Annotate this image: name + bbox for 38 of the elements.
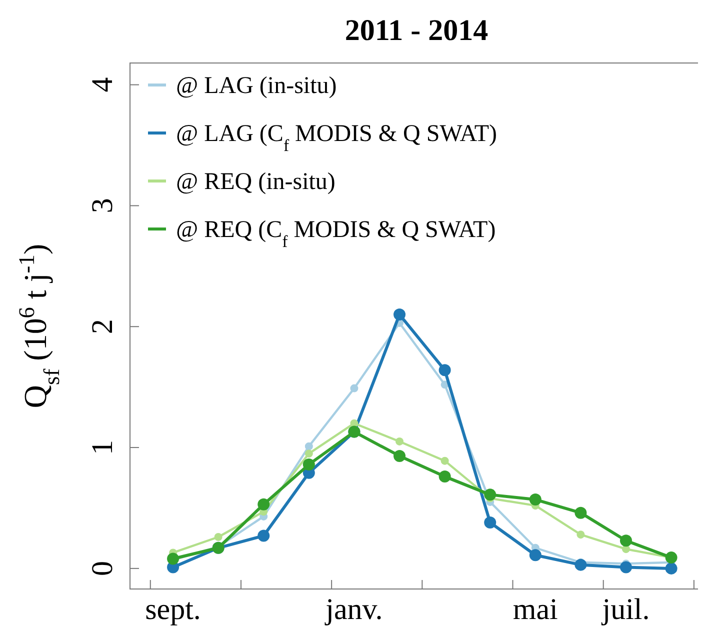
x-tick-label: janv. xyxy=(324,593,383,626)
point xyxy=(438,470,451,483)
point xyxy=(258,498,270,510)
point xyxy=(394,450,406,462)
legend-label: @ LAG (C$_{f}$ MODIS & Q SWAT) xyxy=(176,121,498,154)
legend-label: @ REQ (in-situ) xyxy=(176,169,336,195)
point xyxy=(304,442,313,450)
point xyxy=(665,562,678,574)
point xyxy=(484,488,496,501)
point xyxy=(440,456,449,465)
point xyxy=(529,549,542,562)
point xyxy=(574,506,587,519)
point xyxy=(529,494,542,506)
chart-title: 2011 - 2014 xyxy=(344,14,488,47)
point xyxy=(167,552,180,565)
point xyxy=(302,458,315,470)
point xyxy=(574,558,587,571)
legend-label: @ REQ (C$_{f}$ MODIS & Q SWAT) xyxy=(176,217,496,250)
point xyxy=(438,364,451,376)
point xyxy=(350,384,358,392)
point xyxy=(214,533,222,542)
legend-label: @ LAG (in-situ) xyxy=(176,73,337,99)
x-tick-label: mai xyxy=(512,593,558,626)
y-tick-label: 1 xyxy=(86,440,119,456)
point xyxy=(304,450,313,458)
x-tick-label: juil. xyxy=(601,593,650,626)
point xyxy=(620,534,632,547)
point xyxy=(258,530,270,542)
point xyxy=(394,308,406,321)
y-tick-label: 0 xyxy=(86,560,119,576)
point xyxy=(620,561,632,574)
y-tick-label: 2 xyxy=(86,319,119,334)
y-tick-label: 3 xyxy=(86,198,119,214)
point xyxy=(576,530,585,539)
x-tick-label: sept. xyxy=(145,593,201,626)
y-tick-label: 4 xyxy=(86,77,119,92)
point xyxy=(484,516,496,528)
point xyxy=(396,437,404,446)
